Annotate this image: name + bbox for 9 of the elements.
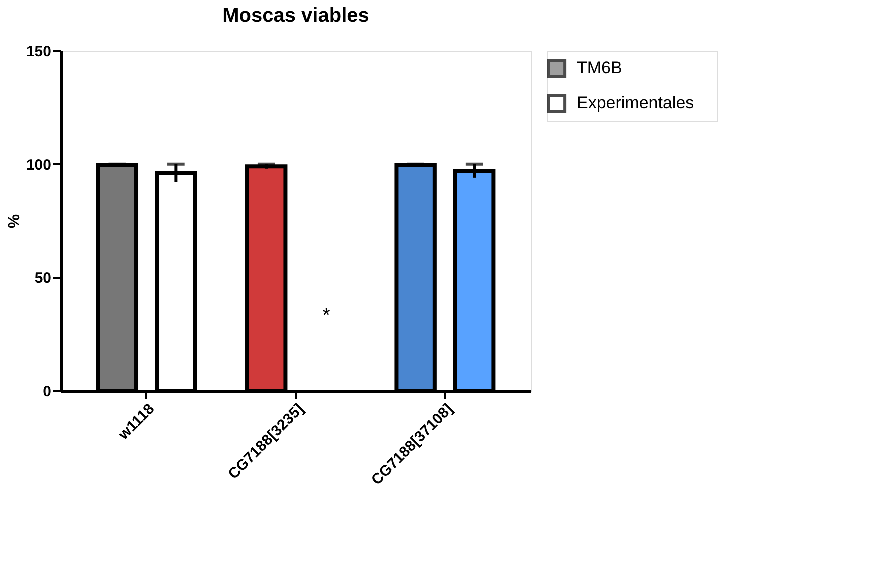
- y-tick-label: 150: [26, 44, 52, 60]
- y-tick-label: 100: [26, 156, 52, 174]
- y-axis-title: %: [6, 214, 24, 229]
- annotation: *: [322, 305, 331, 328]
- legend-label: TM6B: [577, 58, 622, 78]
- y-tick-label: 0: [43, 384, 52, 400]
- y-tick-label: 50: [34, 270, 52, 288]
- legend-label: Experimentales: [577, 94, 694, 112]
- chart-title: Moscas viables: [222, 5, 370, 27]
